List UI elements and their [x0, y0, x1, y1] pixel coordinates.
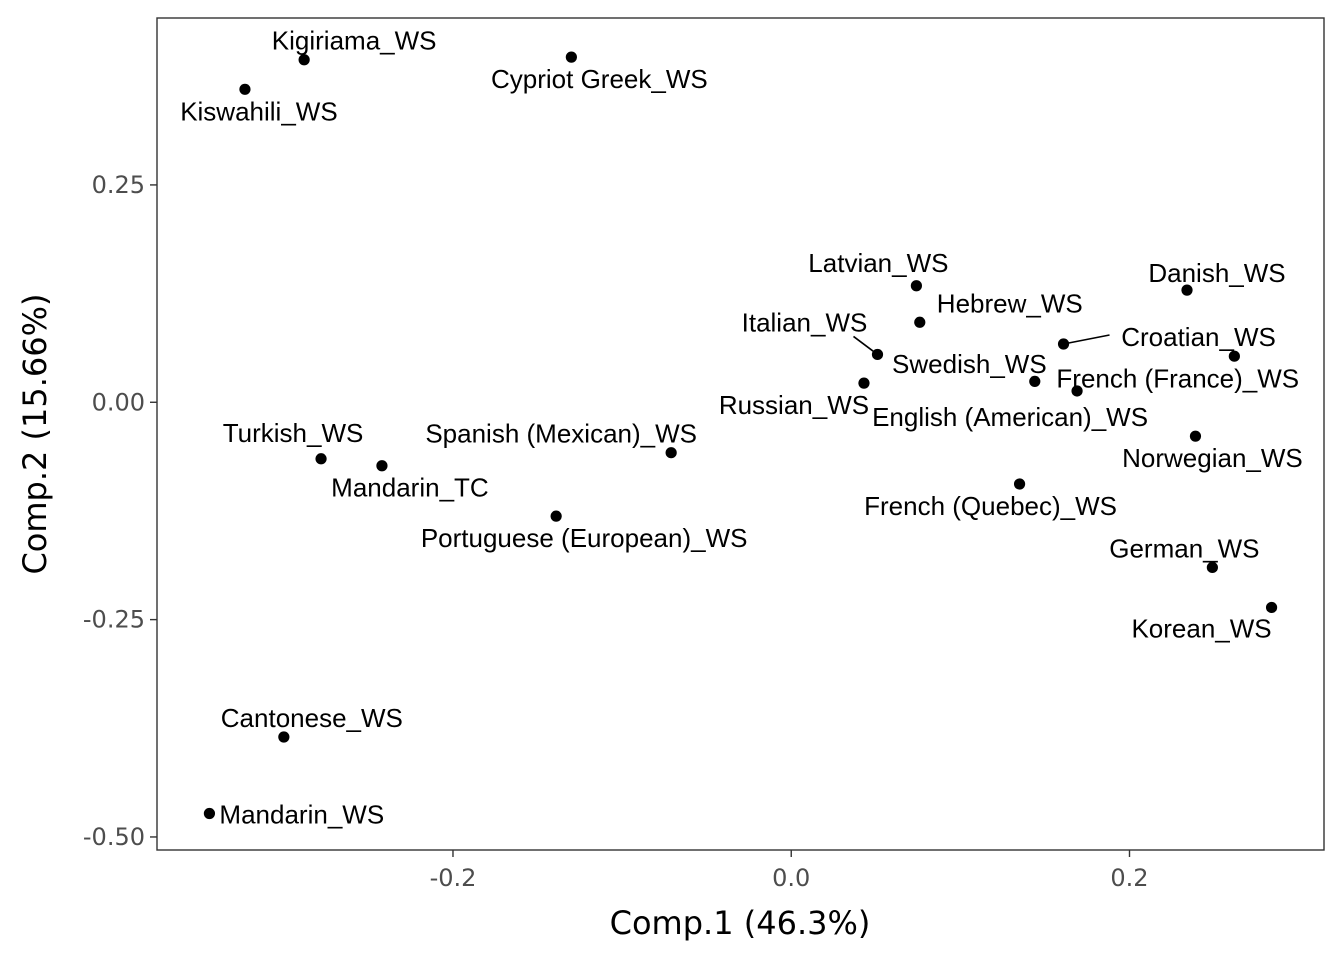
label-korean-ws: Korean_WS — [1131, 613, 1271, 643]
point-turkish-ws — [315, 453, 327, 465]
label-danish-ws: Danish_WS — [1148, 258, 1285, 288]
point-russian-ws — [858, 377, 870, 389]
x-axis: -0.2 0.0 0.2 — [430, 850, 1149, 892]
x-tick-label: -0.2 — [430, 864, 477, 892]
point-french-quebec-ws — [1013, 478, 1026, 490]
y-axis: 0.25 0.00 -0.25 -0.50 — [83, 171, 157, 851]
label-croatian-ws: Croatian_WS — [1121, 322, 1276, 352]
label-cypriot-greek-ws: Cypriot Greek_WS — [491, 64, 708, 94]
label-french-france-ws: French (France)_WS — [1056, 363, 1299, 393]
point-italian-ws — [871, 348, 884, 361]
x-tick-label: 0.0 — [772, 864, 810, 892]
x-tick-label: 0.2 — [1110, 864, 1148, 892]
label-mandarin-ws: Mandarin_WS — [219, 799, 384, 829]
point-latvian-ws — [910, 280, 922, 292]
point-english-american-ws — [1071, 385, 1083, 397]
point-croatian-ws — [1057, 338, 1070, 350]
label-norwegian-ws: Norwegian_WS — [1122, 443, 1303, 473]
panel-border — [156, 17, 1325, 851]
point-cantonese-ws — [278, 731, 290, 743]
label-mandarin-tc: Mandarin_TC — [331, 473, 489, 503]
label-turkish-ws: Turkish_WS — [223, 418, 364, 448]
y-tick-label: -0.25 — [83, 606, 145, 634]
point-cypriot-greek-ws — [565, 51, 577, 63]
point-danish-ws — [1181, 284, 1193, 296]
point-portuguese-european-ws — [550, 510, 562, 522]
y-tick-label: 0.25 — [92, 171, 145, 199]
y-tick-label: 0.00 — [92, 388, 145, 416]
point-mandarin-tc — [376, 460, 388, 472]
point-spanish-mexican-ws — [665, 447, 677, 459]
label-russian-ws: Russian_WS — [719, 390, 869, 420]
point-kiswahili-ws — [239, 83, 251, 95]
point-swedish-ws — [1228, 350, 1240, 362]
label-latvian-ws: Latvian_WS — [808, 248, 948, 278]
connector-croatian-ws — [1063, 334, 1110, 345]
point-french-france-ws — [1029, 375, 1041, 388]
data-points — [203, 51, 1278, 820]
y-tick-label: -0.50 — [83, 823, 145, 851]
point-mandarin-ws — [203, 807, 216, 820]
label-hebrew-ws: Hebrew_WS — [937, 288, 1083, 318]
point-kigiriama-ws — [298, 54, 310, 66]
label-cantonese-ws: Cantonese_WS — [221, 703, 403, 733]
point-norwegian-ws — [1189, 430, 1202, 442]
label-french-quebec-ws: French (Quebec)_WS — [864, 491, 1117, 521]
label-spanish-mexican-ws: Spanish (Mexican)_WS — [425, 419, 697, 449]
y-axis-title: Comp.2 (15.66%) — [16, 293, 54, 574]
point-german-ws — [1206, 561, 1218, 574]
label-swedish-ws: Swedish_WS — [892, 349, 1047, 379]
x-axis-title: Comp.1 (46.3%) — [610, 904, 871, 942]
label-german-ws: German_WS — [1109, 533, 1259, 563]
point-hebrew-ws — [914, 316, 926, 328]
label-kiswahili-ws: Kiswahili_WS — [180, 96, 338, 126]
point-korean-ws — [1265, 601, 1278, 614]
label-italian-ws: Italian_WS — [742, 307, 868, 337]
point-labels: Kigiriama_WS Kiswahili_WS Cypriot Greek_WS… — [180, 26, 1303, 830]
label-english-american-ws: English (American)_WS — [872, 402, 1148, 432]
label-kigiriama-ws: Kigiriama_WS — [272, 26, 437, 56]
label-portuguese-european-ws: Portuguese (European)_WS — [421, 523, 748, 553]
